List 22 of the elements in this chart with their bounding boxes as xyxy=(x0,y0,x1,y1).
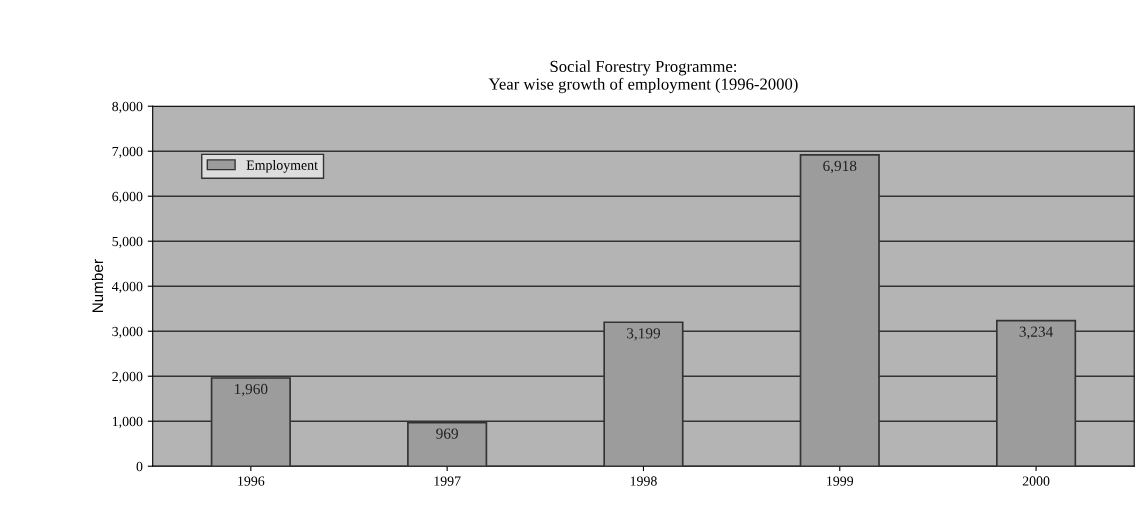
y-tick-label: 7,000 xyxy=(112,146,143,159)
y-tick-label: 5,000 xyxy=(112,236,143,249)
y-tick-label: 3,000 xyxy=(112,326,143,339)
y-axis-title: Number xyxy=(91,259,104,313)
chart-title: Social Forestry Programme: Year wise growth of employment (1996-2000) xyxy=(488,60,798,94)
y-tick-label: 4,000 xyxy=(111,281,143,294)
legend-label: Employment xyxy=(246,160,318,173)
x-tick-label: 1998 xyxy=(630,476,657,486)
y-tick-label: 8,000 xyxy=(112,101,143,114)
y-tick-label: 0 xyxy=(136,461,143,472)
data-label: 6,918 xyxy=(823,160,857,174)
x-tick-label: 1997 xyxy=(434,476,461,486)
data-label: 3,234 xyxy=(1019,326,1054,340)
x-tick-label: 2000 xyxy=(1022,476,1050,486)
y-tick-label: 1,000 xyxy=(112,416,143,429)
x-tick-label: 1996 xyxy=(238,476,265,486)
data-label: 1,960 xyxy=(234,383,268,397)
data-label: 3,199 xyxy=(627,328,661,341)
y-tick-label: 2,000 xyxy=(112,371,143,384)
y-tick-label: 6,000 xyxy=(112,191,143,204)
data-label: 969 xyxy=(436,428,458,439)
x-tick-label: 1999 xyxy=(827,476,854,486)
